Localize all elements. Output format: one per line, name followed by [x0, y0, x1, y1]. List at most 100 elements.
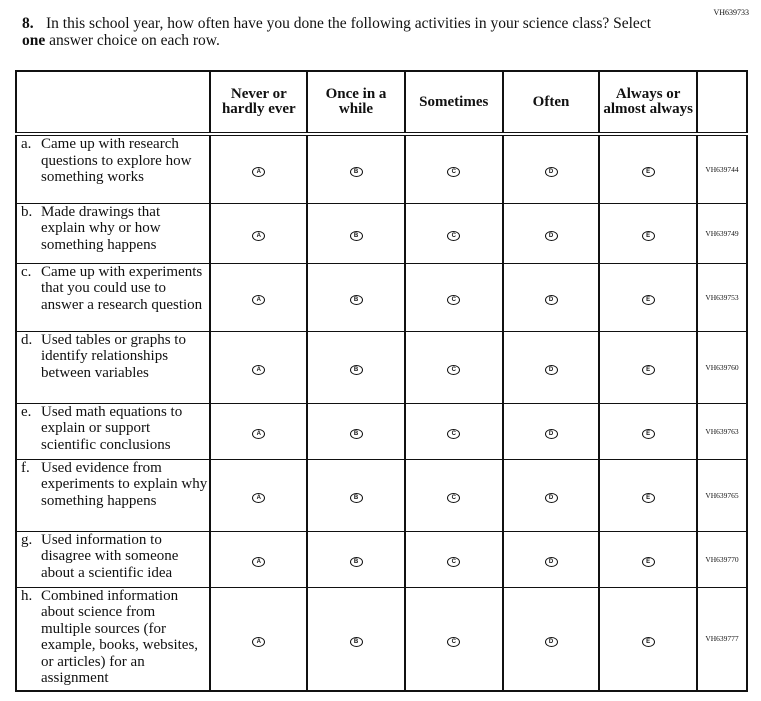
question-id: VH639733: [713, 8, 749, 17]
question-text-bold: one: [22, 32, 46, 49]
answer-bubble-c[interactable]: C: [447, 231, 461, 241]
row-text: Combined information about science from …: [41, 587, 199, 687]
table-row: a. Came up with research questions to exp…: [14, 133, 748, 204]
option-cell: C: [403, 133, 504, 204]
answer-bubble-e[interactable]: E: [641, 636, 655, 647]
option-cell: C: [403, 458, 504, 532]
answer-bubble-a[interactable]: A: [252, 493, 266, 503]
row-label: b. Made drawings that explain why or how …: [14, 202, 211, 264]
answer-bubble-e[interactable]: E: [641, 493, 655, 503]
column-header: Never or hardly ever: [209, 70, 308, 136]
question-number: 8.: [22, 15, 34, 32]
row-letter: g.: [21, 531, 33, 548]
row-text: Came up with experiments that you could …: [41, 263, 203, 313]
answer-bubble-d[interactable]: D: [544, 636, 558, 647]
table-row: h. Combined information about science fro…: [14, 586, 748, 692]
answer-bubble-a[interactable]: A: [252, 636, 266, 647]
answer-bubble-e[interactable]: E: [641, 557, 655, 567]
answer-bubble-a[interactable]: A: [252, 295, 266, 305]
answer-bubble-a[interactable]: A: [252, 557, 266, 567]
answer-bubble-c[interactable]: C: [447, 429, 461, 439]
answer-bubble-a[interactable]: A: [252, 429, 266, 439]
answer-bubble-b[interactable]: B: [349, 557, 363, 567]
option-cell: A: [209, 262, 308, 332]
option-cell: D: [501, 402, 600, 460]
answer-grid: Never or hardly ever Once in a while Somet…: [14, 70, 748, 692]
answer-bubble-b[interactable]: B: [349, 365, 363, 375]
option-cell: D: [501, 202, 600, 264]
option-cell: C: [403, 262, 504, 332]
option-cell: A: [209, 202, 308, 264]
option-cell: C: [403, 202, 504, 264]
answer-bubble-d[interactable]: D: [544, 429, 558, 439]
answer-bubble-c[interactable]: C: [447, 295, 461, 305]
answer-bubble-b[interactable]: B: [349, 295, 363, 305]
option-cell: C: [403, 586, 504, 692]
table-row: c. Came up with experiments that you coul…: [14, 262, 748, 332]
table-row: f. Used evidence from experiments to expl…: [14, 458, 748, 532]
answer-bubble-b[interactable]: B: [349, 429, 363, 439]
answer-bubble-c[interactable]: C: [447, 167, 461, 178]
option-cell: B: [306, 330, 406, 404]
row-text: Came up with research questions to explo…: [41, 136, 192, 185]
answer-bubble-b[interactable]: B: [349, 636, 363, 647]
header-code-blank: [696, 70, 748, 136]
answer-bubble-e[interactable]: E: [641, 365, 655, 375]
option-cell: B: [306, 262, 406, 332]
row-code: VH639760: [696, 330, 748, 404]
answer-bubble-a[interactable]: A: [252, 231, 266, 241]
answer-bubble-c[interactable]: C: [447, 493, 461, 503]
answer-bubble-e[interactable]: E: [641, 231, 655, 241]
table-row: d. Used tables or graphs to identify rela…: [14, 330, 748, 404]
question-text-2: answer choice on each row.: [45, 32, 220, 49]
column-header: Often: [501, 70, 600, 136]
answer-bubble-c[interactable]: C: [447, 365, 461, 375]
option-cell: B: [306, 530, 406, 588]
option-cell: C: [403, 402, 504, 460]
option-cell: A: [209, 530, 308, 588]
option-cell: B: [306, 133, 406, 204]
row-letter: c.: [21, 263, 32, 280]
row-letter: f.: [21, 459, 30, 476]
answer-bubble-d[interactable]: D: [544, 365, 558, 375]
answer-bubble-b[interactable]: B: [349, 493, 363, 503]
option-cell: A: [209, 586, 308, 692]
answer-bubble-a[interactable]: A: [252, 365, 266, 375]
row-letter: e.: [21, 403, 32, 420]
row-text: Used evidence from experiments to explai…: [41, 459, 208, 509]
option-cell: A: [209, 402, 308, 460]
answer-bubble-e[interactable]: E: [641, 167, 655, 178]
option-cell: D: [501, 458, 600, 532]
answer-bubble-b[interactable]: B: [349, 231, 363, 241]
row-code: VH639777: [696, 586, 748, 692]
option-cell: E: [598, 402, 698, 460]
answer-bubble-c[interactable]: C: [447, 636, 461, 647]
option-cell: E: [598, 586, 698, 692]
table-row: e. Used math equations to explain or supp…: [14, 402, 748, 460]
option-cell: C: [403, 530, 504, 588]
header-row: Never or hardly ever Once in a while Somet…: [14, 70, 748, 136]
answer-bubble-d[interactable]: D: [544, 557, 558, 567]
answer-bubble-c[interactable]: C: [447, 557, 461, 567]
option-cell: B: [306, 458, 406, 532]
answer-bubble-e[interactable]: E: [641, 295, 655, 305]
answer-bubble-d[interactable]: D: [544, 295, 558, 305]
row-code: VH639744: [696, 133, 748, 204]
table-row: b. Made drawings that explain why or how …: [14, 202, 748, 264]
row-text: Made drawings that explain why or how so…: [41, 203, 161, 253]
option-cell: B: [306, 586, 406, 692]
answer-bubble-d[interactable]: D: [544, 231, 558, 241]
row-code: VH639770: [696, 530, 748, 588]
question-text-1: In this school year, how often have you …: [46, 15, 651, 32]
question-prompt: 8. In this school year, how often have yo…: [22, 15, 662, 49]
answer-bubble-b[interactable]: B: [349, 167, 363, 178]
answer-bubble-d[interactable]: D: [544, 493, 558, 503]
answer-bubble-e[interactable]: E: [641, 429, 655, 439]
option-cell: B: [306, 202, 406, 264]
row-code: VH639753: [696, 262, 748, 332]
option-cell: D: [501, 133, 600, 204]
answer-bubble-d[interactable]: D: [544, 167, 558, 178]
row-label: g. Used information to disagree with some…: [14, 530, 211, 588]
row-label: h. Combined information about science fro…: [14, 586, 211, 692]
answer-bubble-a[interactable]: A: [252, 167, 266, 178]
